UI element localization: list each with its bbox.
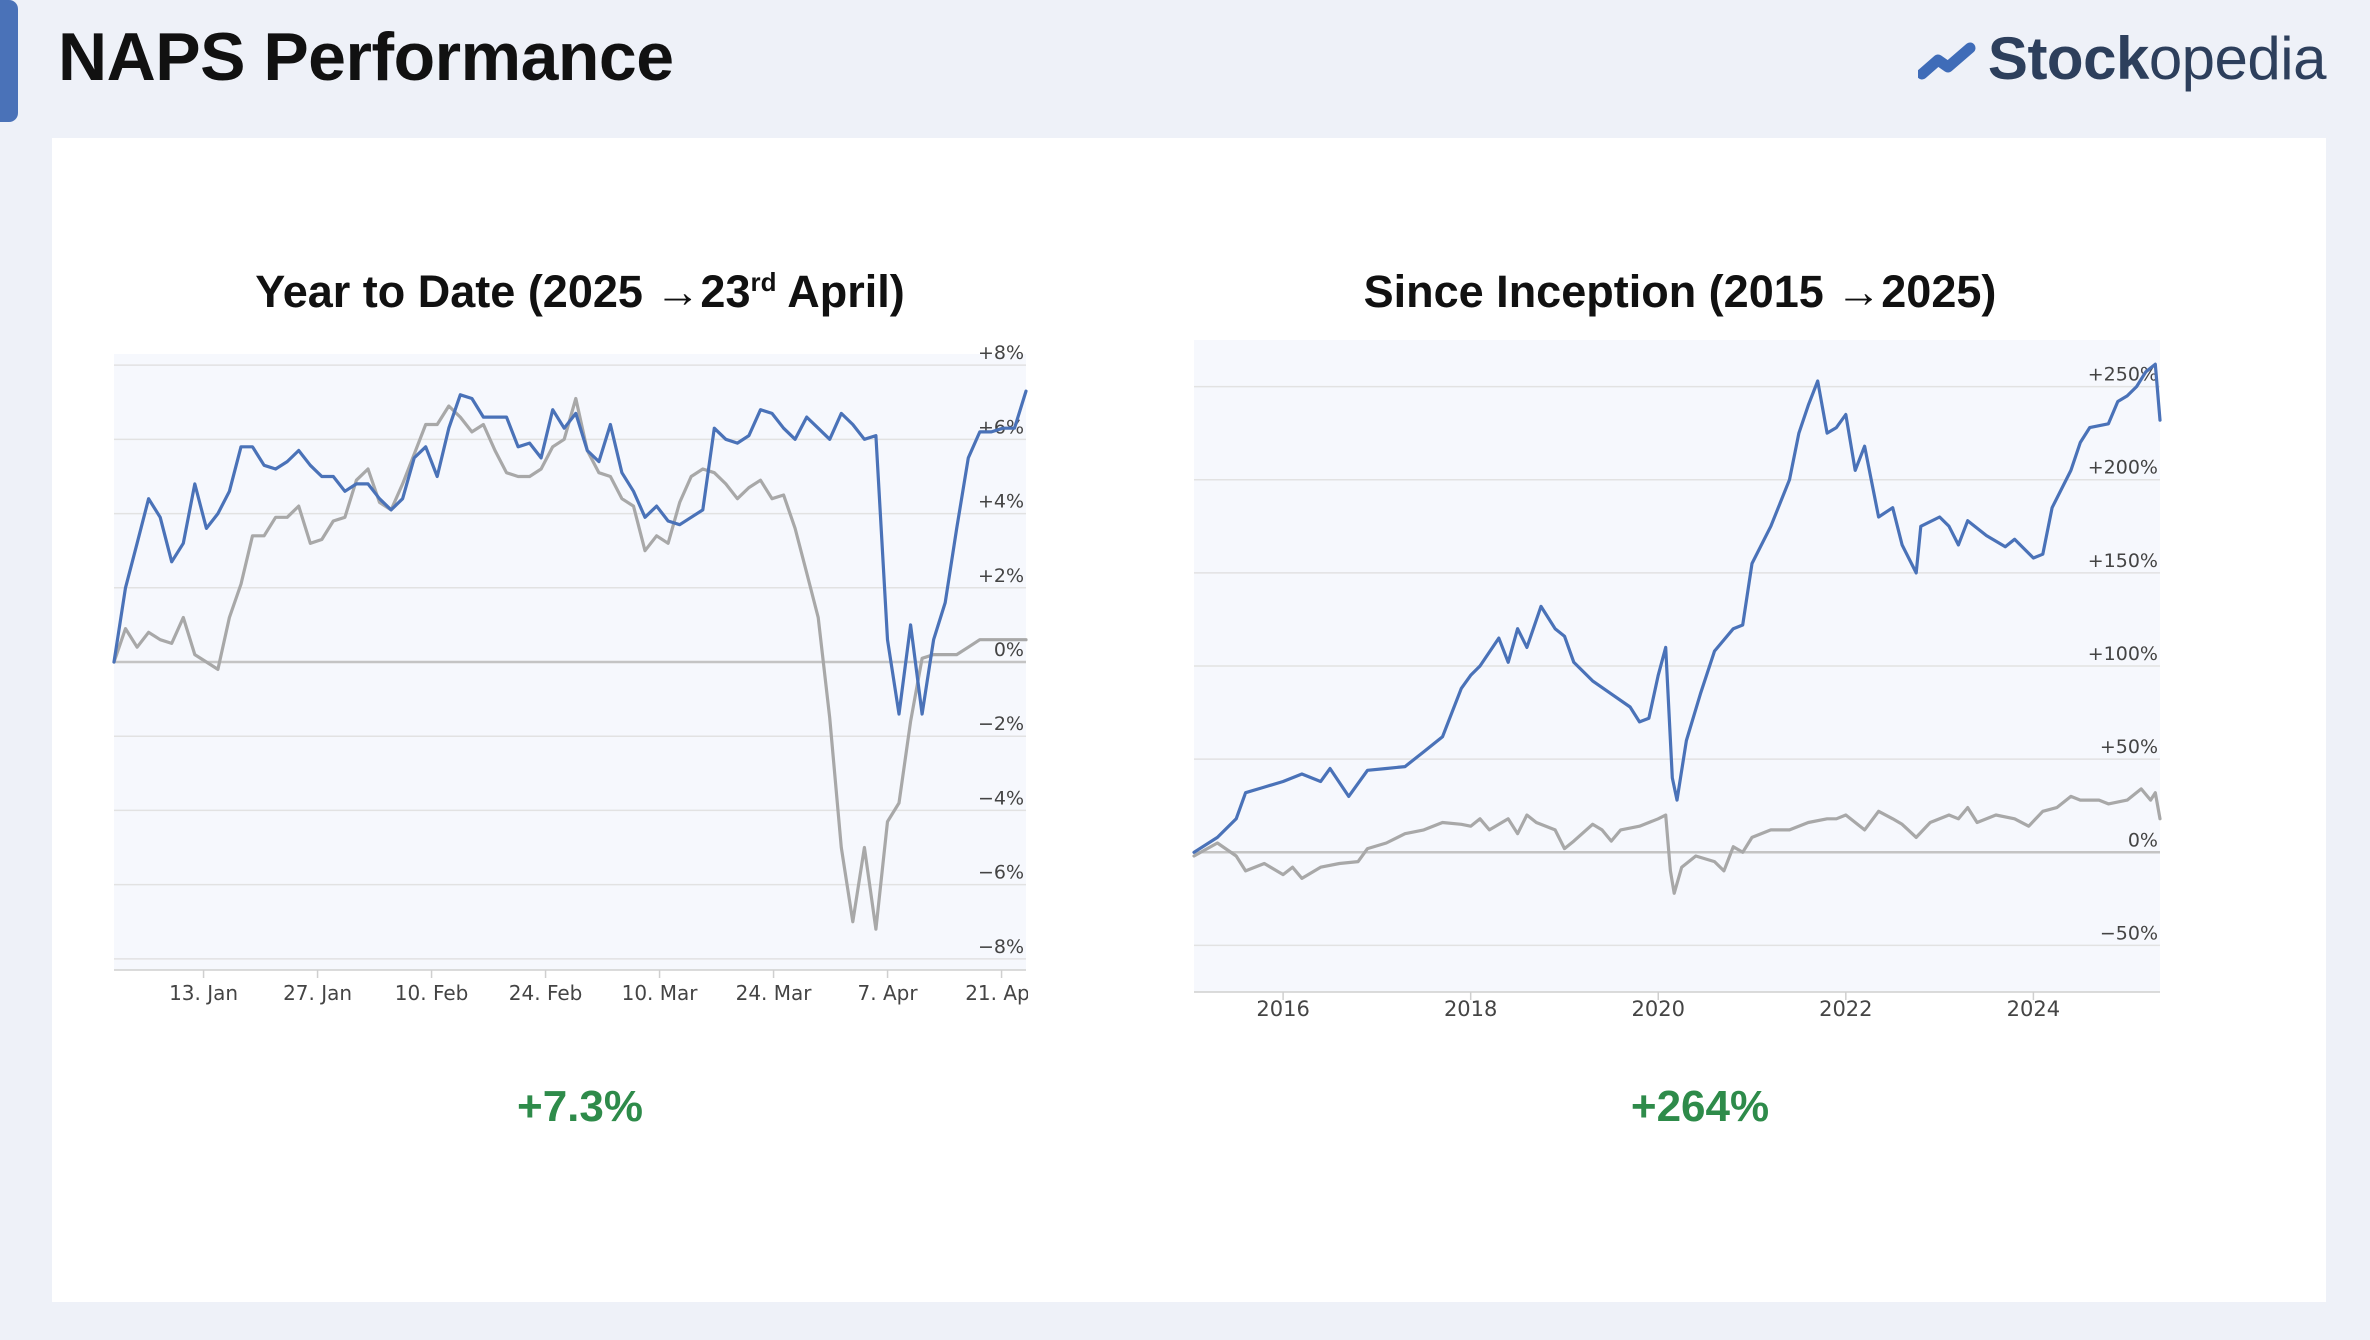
y-tick-label: +200%	[2088, 457, 2158, 479]
y-tick-label: 0%	[994, 639, 1024, 661]
y-tick-label: +250%	[2088, 364, 2158, 386]
y-tick-label: −8%	[978, 936, 1024, 958]
ytd-performance-chart: +8%+6%+4%+2%0%−2%−4%−6%−8%13. Jan 27. Jan…	[112, 342, 1028, 1005]
ytd-title-prefix: Year to Date (2025 →23	[255, 266, 751, 317]
x-tick-label: 24. Feb	[509, 981, 583, 1005]
x-tick-label: 2016	[1256, 997, 1309, 1021]
x-tick-label: 10. Feb	[395, 981, 469, 1005]
y-tick-label: +50%	[2100, 736, 2158, 758]
y-tick-label: +150%	[2088, 550, 2158, 572]
ytd-title-suffix: April)	[776, 266, 905, 317]
brand-name: Stockopedia	[1987, 24, 2327, 93]
series-line-naps	[112, 389, 1028, 716]
inception-chart-title: Since Inception (2015 →2025)	[1363, 266, 1997, 317]
x-tick-label: 2018	[1444, 997, 1497, 1021]
x-tick-label: 24. Mar	[736, 981, 813, 1005]
y-tick-label: +2%	[978, 565, 1024, 587]
brand-name-bold: Stock	[1987, 25, 2149, 92]
brand-logo: Stockopedia	[1917, 24, 2327, 93]
x-tick-label: 21. Apr	[965, 981, 1028, 1005]
y-tick-label: −4%	[978, 787, 1024, 809]
y-tick-label: +4%	[978, 491, 1024, 513]
inception-performance-chart: +250% +200% +150% +100% +50% 0% −50% 2016 2018 20…	[1192, 340, 2162, 1021]
ytd-return-value: +7.3%	[517, 1082, 643, 1131]
y-tick-label: +8%	[978, 342, 1024, 364]
x-tick-label: 2020	[1632, 997, 1685, 1021]
y-tick-label: 0%	[2128, 829, 2158, 851]
title-accent-bar	[0, 0, 18, 122]
x-tick-label: 2022	[1819, 997, 1872, 1021]
series-line-benchmark	[1192, 787, 2162, 895]
stockopedia-logo-icon	[1917, 42, 1976, 79]
inception-return-value: +264%	[1630, 1082, 1770, 1131]
x-tick-label: 13. Jan	[169, 981, 238, 1005]
x-tick-label: 2024	[2007, 997, 2060, 1021]
y-tick-label: +100%	[2088, 643, 2158, 665]
brand-name-light: opedia	[2148, 25, 2327, 92]
y-tick-label: −2%	[978, 713, 1024, 735]
x-tick-label: 27. Jan	[283, 981, 352, 1005]
x-tick-label: 7. Apr	[858, 981, 919, 1005]
x-tick-label: 10. Mar	[622, 981, 699, 1005]
y-tick-label: −50%	[2100, 922, 2158, 944]
ytd-chart-title: Year to Date (2025 →23rd April)	[120, 266, 1040, 318]
ytd-title-superscript: rd	[750, 267, 777, 297]
page-title: NAPS Performance	[58, 19, 674, 95]
series-line-naps	[1192, 362, 2162, 854]
y-tick-label: −6%	[978, 862, 1024, 884]
